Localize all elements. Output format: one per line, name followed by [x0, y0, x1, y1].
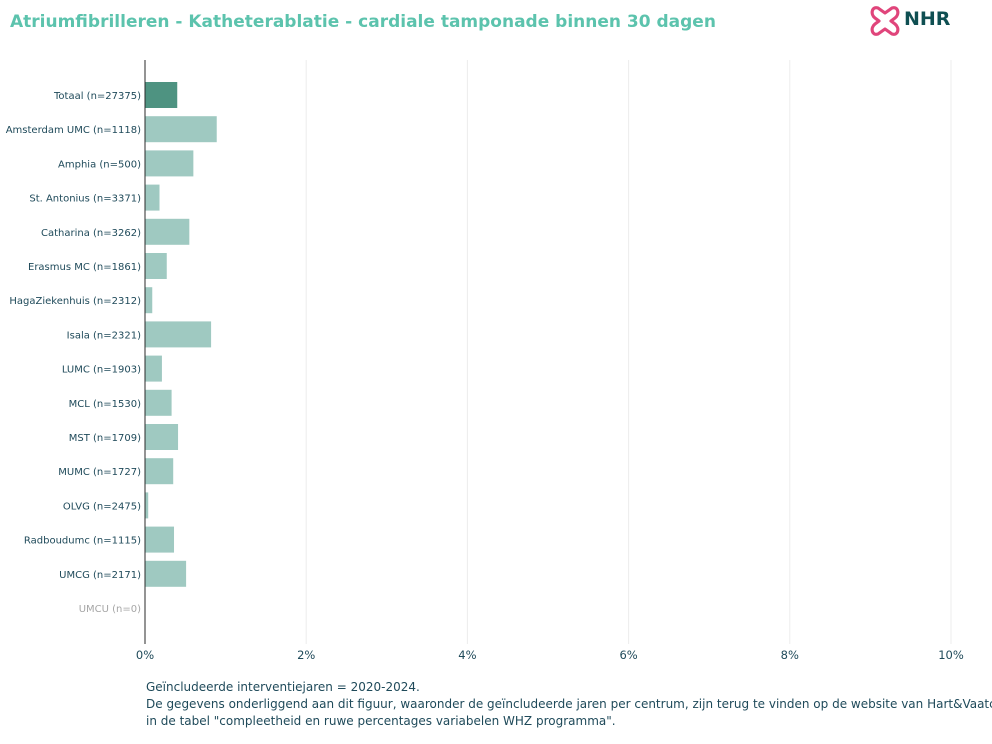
category-labels: Totaal (n=27375) Amsterdam UMC (n=1118) Am… — [6, 91, 141, 615]
category-label: OLVG (n=2475) — [63, 501, 141, 512]
bar — [145, 424, 179, 450]
bar — [145, 526, 175, 553]
footnote-line-2: De gegevens onderliggend aan dit figuur,… — [146, 697, 992, 711]
category-label: Erasmus MC (n=1861) — [28, 262, 141, 273]
category-label: Amphia (n=500) — [58, 159, 141, 170]
bar — [145, 355, 162, 382]
bar — [145, 184, 160, 211]
bar — [145, 389, 172, 416]
bar-chart: Totaal (n=27375) Amsterdam UMC (n=1118) Am… — [6, 60, 964, 662]
bar — [145, 116, 217, 143]
x-tick-label: 0% — [136, 648, 154, 662]
footnote-line-1: Geïncludeerde interventiejaren = 2020-20… — [146, 680, 420, 694]
bar — [145, 218, 190, 245]
x-tick-label: 8% — [781, 648, 799, 662]
category-label: Catharina (n=3262) — [41, 228, 141, 239]
category-label: St. Antonius (n=3371) — [29, 194, 141, 205]
category-label: Totaal (n=27375) — [53, 91, 141, 102]
x-tick-label: 6% — [619, 648, 637, 662]
category-label: Amsterdam UMC (n=1118) — [6, 125, 141, 136]
bar — [145, 492, 149, 519]
bars — [145, 82, 217, 587]
bar — [145, 82, 178, 108]
category-label: MCL (n=1530) — [69, 399, 141, 410]
bar — [145, 458, 174, 485]
category-label: LUMC (n=1903) — [62, 365, 141, 376]
x-tick-label: 10% — [938, 648, 964, 662]
category-label: MST (n=1709) — [69, 433, 141, 444]
category-label: HagaZiekenhuis (n=2312) — [9, 296, 141, 307]
category-label: UMCG (n=2171) — [59, 570, 141, 581]
x-tick-label: 4% — [458, 648, 476, 662]
category-label: UMCU (n=0) — [79, 604, 141, 615]
x-tick-label: 2% — [297, 648, 315, 662]
grid-lines — [305, 60, 952, 644]
chart-title: Atriumfibrilleren - Katheterablatie - ca… — [10, 12, 716, 32]
bar — [145, 321, 212, 348]
footnote-line-3: in de tabel "compleetheid en ruwe percen… — [146, 714, 616, 728]
category-label: Isala (n=2321) — [67, 330, 141, 341]
category-label: Radboudumc (n=1115) — [24, 536, 141, 547]
category-label: MUMC (n=1727) — [58, 467, 141, 478]
nhr-heart-logo-icon — [870, 6, 900, 36]
bar — [145, 287, 153, 314]
x-axis-tick-labels: 0% 2% 4% 6% 8% 10% — [136, 648, 964, 662]
bar — [145, 253, 167, 279]
bar — [145, 560, 187, 587]
footnote: Geïncludeerde interventiejaren = 2020-20… — [146, 679, 992, 730]
bar — [145, 150, 194, 177]
logo-text: NHR — [904, 8, 951, 30]
